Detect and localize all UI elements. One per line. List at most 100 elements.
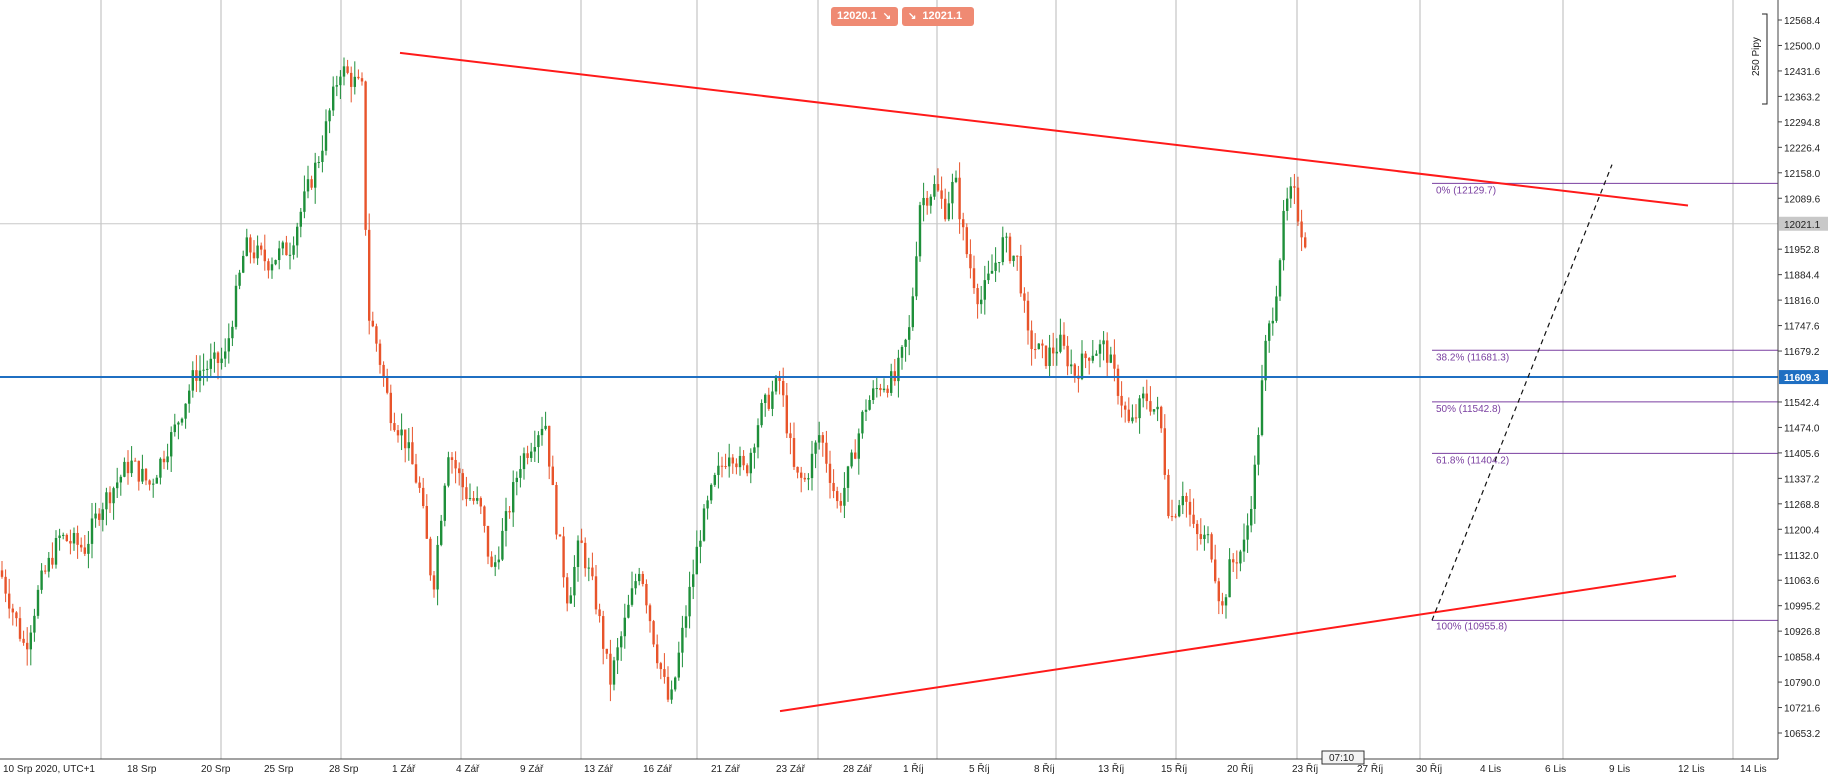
candle-body [1192, 514, 1195, 524]
candle-body [8, 593, 11, 609]
candle-body [843, 487, 846, 506]
candle-body [868, 400, 871, 410]
price-tick-label: 12431.6 [1784, 67, 1821, 78]
candle-body [483, 506, 486, 526]
candle-body [933, 184, 936, 197]
candle-body [479, 498, 482, 507]
candle-body [119, 476, 122, 483]
candle-body [231, 326, 234, 339]
current-price-label: 12021.1 [1784, 220, 1821, 231]
candle-body [33, 615, 36, 633]
candle-body [900, 346, 904, 358]
candle-body [1206, 534, 1210, 536]
candle-body [828, 463, 832, 483]
candle-body [206, 368, 209, 370]
price-tick-label: 12294.8 [1784, 118, 1821, 129]
candle-body [1066, 345, 1069, 367]
candle-body [695, 546, 698, 575]
candle-body [587, 567, 590, 569]
candle-body [767, 394, 770, 409]
candle-body [468, 498, 472, 500]
candle-body [710, 484, 713, 501]
price-tick-label: 10995.2 [1784, 602, 1821, 613]
candle-body [1289, 186, 1292, 199]
trendlines[interactable] [399, 51, 1689, 713]
candle-body [375, 326, 378, 344]
candle-body [821, 435, 824, 443]
time-tick-label: 9 Lis [1609, 764, 1630, 775]
candle-body [713, 475, 716, 485]
candle-body [1232, 559, 1235, 563]
candle-body [195, 370, 198, 381]
candle-body [263, 249, 266, 262]
candle-body [803, 477, 806, 480]
candle-body [969, 254, 972, 269]
candle-body [832, 482, 835, 492]
price-tick-label: 11474.0 [1784, 423, 1820, 434]
candle-body [123, 461, 126, 477]
lower-trendline[interactable] [779, 574, 1677, 713]
candle-body [764, 394, 767, 403]
candle-body [166, 456, 169, 463]
candle-body [980, 299, 983, 305]
candle-body [836, 491, 839, 502]
price-tick-label: 11268.8 [1784, 500, 1820, 511]
candle-body [461, 473, 464, 488]
candle-body [346, 66, 349, 73]
candle-body [562, 536, 565, 578]
candle-body [177, 422, 180, 425]
candle-body [270, 264, 274, 271]
candle-body [436, 544, 439, 590]
candle-body [918, 205, 922, 257]
buy-button[interactable]: ↘ 12021.1 [902, 7, 974, 26]
candle-body [458, 468, 461, 474]
candle-body [1239, 551, 1242, 564]
candle-body [807, 478, 810, 480]
price-tick-label: 11747.6 [1784, 322, 1820, 333]
candle-body [627, 604, 630, 618]
candle-body [1296, 187, 1300, 222]
candle-body [29, 632, 32, 650]
candle-body [137, 460, 140, 482]
candle-body [281, 242, 284, 249]
candle-body [328, 110, 331, 122]
candle-body [749, 452, 752, 474]
candle-body [839, 501, 842, 506]
candle-body [173, 424, 176, 433]
candle-body [216, 352, 220, 363]
candle-body [897, 357, 900, 382]
candle-body [800, 472, 803, 478]
dashed-projection-line[interactable] [1431, 164, 1613, 621]
fibonacci-retracement[interactable]: 0% (12129.7) 38.2% (11681.3) 50% (11542.8)… [1432, 182, 1778, 632]
time-marker-box[interactable] [1321, 750, 1365, 765]
candle-body [47, 557, 50, 572]
candle-body [659, 663, 662, 670]
price-tick-label: 11952.8 [1784, 245, 1820, 256]
candle-body [753, 447, 756, 453]
candle-body [490, 556, 493, 567]
candle-body [872, 388, 875, 401]
candle-body [612, 660, 616, 685]
candle-body [731, 457, 734, 464]
candle-body [62, 534, 65, 536]
candle-body [1034, 349, 1037, 351]
candle-body [18, 618, 22, 639]
candle-body [44, 570, 47, 572]
candle-body [864, 409, 868, 412]
candle-body [303, 191, 306, 212]
candle-body [1181, 495, 1184, 506]
candle-body [306, 179, 310, 192]
candle-body [1055, 351, 1058, 354]
sell-button[interactable]: 12020.1 ↘ [831, 7, 898, 26]
candle-body [1257, 435, 1260, 465]
candle-body [1019, 256, 1022, 294]
time-tick-label: 8 Říj [1034, 762, 1055, 775]
candle-body [450, 457, 454, 460]
candle-body [486, 525, 490, 557]
candle-body [155, 477, 158, 484]
candle-body [904, 339, 907, 347]
candle-body [634, 581, 637, 589]
upper-trendline[interactable] [399, 51, 1689, 207]
